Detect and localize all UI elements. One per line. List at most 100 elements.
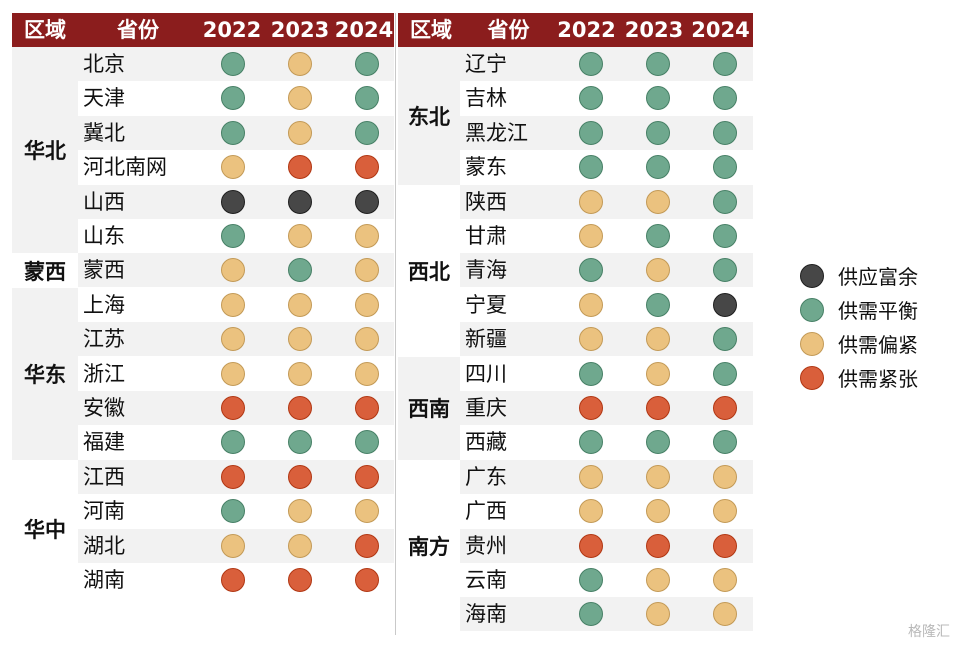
legend: 供应富余 供需平衡 供需偏紧 供需紧张	[800, 260, 950, 396]
table-row: 四川	[460, 356, 753, 391]
province-name: 陕西	[465, 189, 507, 214]
legend-label: 供需偏紧	[838, 333, 918, 357]
legend-item-balanced: 供需平衡	[800, 294, 950, 328]
status-dot-2022	[221, 361, 245, 386]
status-dot-2022	[221, 327, 245, 352]
status-dot-2022	[221, 155, 245, 180]
table-row: 重庆	[460, 391, 753, 425]
table-row: 贵州	[460, 528, 753, 563]
table-row: 河南	[78, 494, 394, 529]
status-dot-2023	[288, 155, 312, 180]
status-dot-2023	[646, 499, 670, 524]
legend-label: 供需平衡	[838, 299, 918, 323]
province-name: 蒙东	[465, 155, 507, 180]
status-dot-2024	[355, 258, 379, 283]
watermark: 格隆汇	[908, 624, 950, 640]
status-dot-2023	[646, 155, 670, 180]
status-dot-2024	[355, 568, 379, 592]
status-dot-2022	[221, 430, 245, 455]
status-dot-2022	[221, 258, 245, 283]
province-name: 四川	[465, 361, 507, 386]
year-2022-header: 2022	[557, 18, 616, 42]
table-row: 山东	[78, 219, 394, 253]
status-dot-2023	[646, 120, 670, 145]
status-dot-2024	[355, 120, 379, 145]
legend-item-tight: 供需偏紧	[800, 328, 950, 362]
status-dot-2024	[713, 396, 737, 420]
left-table-header: 区域 省份 2022 2023 2024	[12, 13, 394, 47]
status-dot-2024	[355, 155, 379, 180]
status-dot-2024	[713, 430, 737, 455]
status-dot-2022	[579, 327, 603, 352]
table-row: 山西	[78, 184, 394, 219]
province-name: 冀北	[83, 120, 125, 145]
region-cell: 华中	[12, 459, 78, 598]
table-row: 上海	[78, 287, 394, 322]
status-dot-2023	[288, 120, 312, 145]
table-row: 甘肃	[460, 219, 753, 253]
table-row: 天津	[78, 81, 394, 116]
status-dot-2023	[646, 86, 670, 111]
status-dot-2024	[713, 568, 737, 592]
province-name: 甘肃	[465, 224, 507, 248]
status-dot-2022	[221, 464, 245, 489]
status-dot-2022	[579, 224, 603, 248]
status-dot-2022	[579, 361, 603, 386]
table-row: 河北南网	[78, 150, 394, 185]
province-name: 山西	[83, 189, 125, 214]
status-dot-2022	[221, 86, 245, 111]
status-dot-2023	[646, 52, 670, 76]
status-dot-2022	[579, 464, 603, 489]
table-row: 福建	[78, 425, 394, 460]
status-dot-2022	[579, 258, 603, 283]
province-name: 青海	[465, 258, 507, 283]
status-dot-2023	[646, 258, 670, 283]
region-header: 区域	[410, 18, 452, 42]
status-dot-2024	[355, 327, 379, 352]
status-dot-2022	[579, 189, 603, 214]
province-name: 山东	[83, 224, 125, 248]
status-dot-2024	[713, 292, 737, 317]
status-dot-2023	[646, 396, 670, 420]
status-dot-2024	[713, 258, 737, 283]
region-cell: 西北	[398, 184, 460, 357]
region-header: 区域	[24, 18, 66, 42]
legend-label: 供应富余	[838, 265, 918, 289]
status-dot-2023	[288, 533, 312, 558]
province-name: 吉林	[465, 86, 507, 111]
status-dot-2023	[288, 327, 312, 352]
status-dot-2023	[646, 189, 670, 214]
status-dot-2024	[713, 52, 737, 76]
table-row: 辽宁	[460, 47, 753, 81]
province-name: 安徽	[83, 396, 125, 420]
region-cell: 蒙西	[12, 253, 78, 288]
table-row: 江苏	[78, 322, 394, 357]
table-row: 安徽	[78, 391, 394, 425]
status-dot-2023	[288, 361, 312, 386]
status-dot-2022	[221, 224, 245, 248]
table-row: 黑龙江	[460, 115, 753, 150]
status-dot-2023	[646, 361, 670, 386]
status-dot-2024	[355, 361, 379, 386]
status-dot-2023	[288, 86, 312, 111]
status-dot-2023	[288, 52, 312, 76]
status-dot-2023	[288, 292, 312, 317]
status-dot-2022	[579, 568, 603, 592]
legend-swatch	[800, 264, 824, 288]
province-header: 省份	[487, 18, 530, 42]
status-dot-2022	[579, 430, 603, 455]
region-cell: 东北	[398, 47, 460, 185]
status-dot-2024	[355, 224, 379, 248]
province-name: 湖南	[83, 568, 125, 592]
table-row: 吉林	[460, 81, 753, 116]
status-dot-2022	[579, 602, 603, 627]
status-dot-2024	[355, 533, 379, 558]
province-name: 天津	[83, 86, 125, 111]
table-row: 宁夏	[460, 287, 753, 322]
table-row: 湖南	[78, 563, 394, 597]
table-divider	[395, 13, 396, 635]
status-dot-2024	[713, 120, 737, 145]
status-dot-2023	[288, 430, 312, 455]
table-row: 北京	[78, 47, 394, 81]
status-dot-2024	[355, 292, 379, 317]
